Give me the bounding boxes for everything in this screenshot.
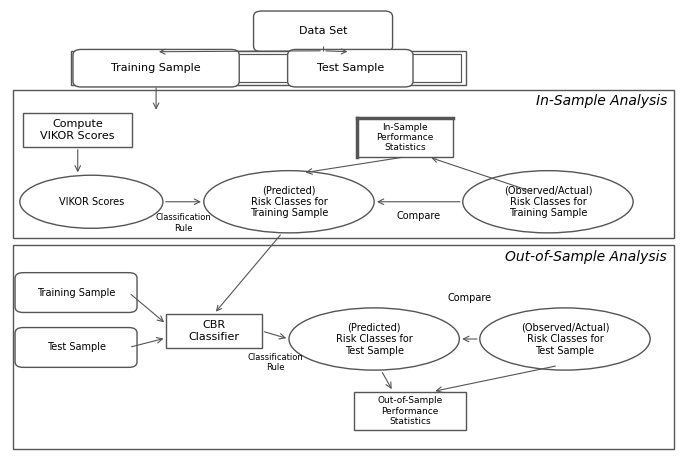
Text: (Predicted)
Risk Classes for
Test Sample: (Predicted) Risk Classes for Test Sample bbox=[336, 322, 412, 356]
Ellipse shape bbox=[204, 171, 374, 233]
Text: Out-of-Sample Analysis: Out-of-Sample Analysis bbox=[506, 250, 667, 264]
Bar bbox=[71, 51, 466, 85]
Text: CBR
Classifier: CBR Classifier bbox=[188, 320, 240, 342]
Bar bbox=[354, 392, 466, 431]
FancyBboxPatch shape bbox=[15, 273, 137, 313]
Text: Training Sample: Training Sample bbox=[37, 288, 115, 298]
Text: (Observed/Actual)
Risk Classes for
Test Sample: (Observed/Actual) Risk Classes for Test … bbox=[521, 322, 609, 356]
Text: (Observed/Actual)
Risk Classes for
Training Sample: (Observed/Actual) Risk Classes for Train… bbox=[504, 185, 592, 219]
Text: Test Sample: Test Sample bbox=[317, 63, 384, 73]
Bar bbox=[357, 118, 453, 157]
Ellipse shape bbox=[480, 308, 650, 370]
Ellipse shape bbox=[463, 171, 633, 233]
FancyBboxPatch shape bbox=[15, 327, 137, 367]
Text: Compare: Compare bbox=[396, 211, 440, 221]
FancyBboxPatch shape bbox=[288, 50, 413, 87]
Ellipse shape bbox=[289, 308, 460, 370]
Text: Compute
VIKOR Scores: Compute VIKOR Scores bbox=[41, 119, 115, 140]
Bar bbox=[166, 314, 262, 348]
Text: Classification
Rule: Classification Rule bbox=[247, 353, 303, 372]
Text: Classification
Rule: Classification Rule bbox=[155, 213, 211, 232]
Bar bbox=[13, 90, 674, 238]
Text: In-Sample Analysis: In-Sample Analysis bbox=[536, 94, 667, 108]
Text: Test Sample: Test Sample bbox=[47, 343, 106, 352]
Bar bbox=[13, 245, 674, 449]
FancyBboxPatch shape bbox=[254, 11, 392, 52]
Text: Out-of-Sample
Performance
Statistics: Out-of-Sample Performance Statistics bbox=[377, 396, 442, 426]
Ellipse shape bbox=[20, 175, 163, 228]
Text: Data Set: Data Set bbox=[299, 26, 348, 37]
Text: Training Sample: Training Sample bbox=[111, 63, 201, 73]
Text: (Predicted)
Risk Classes for
Training Sample: (Predicted) Risk Classes for Training Sa… bbox=[250, 185, 328, 219]
Text: VIKOR Scores: VIKOR Scores bbox=[59, 197, 124, 207]
Bar bbox=[23, 113, 133, 147]
Bar bbox=[76, 54, 462, 82]
Text: Compare: Compare bbox=[447, 294, 492, 303]
Text: In-Sample
Performance
Statistics: In-Sample Performance Statistics bbox=[376, 123, 433, 152]
FancyBboxPatch shape bbox=[73, 50, 239, 87]
